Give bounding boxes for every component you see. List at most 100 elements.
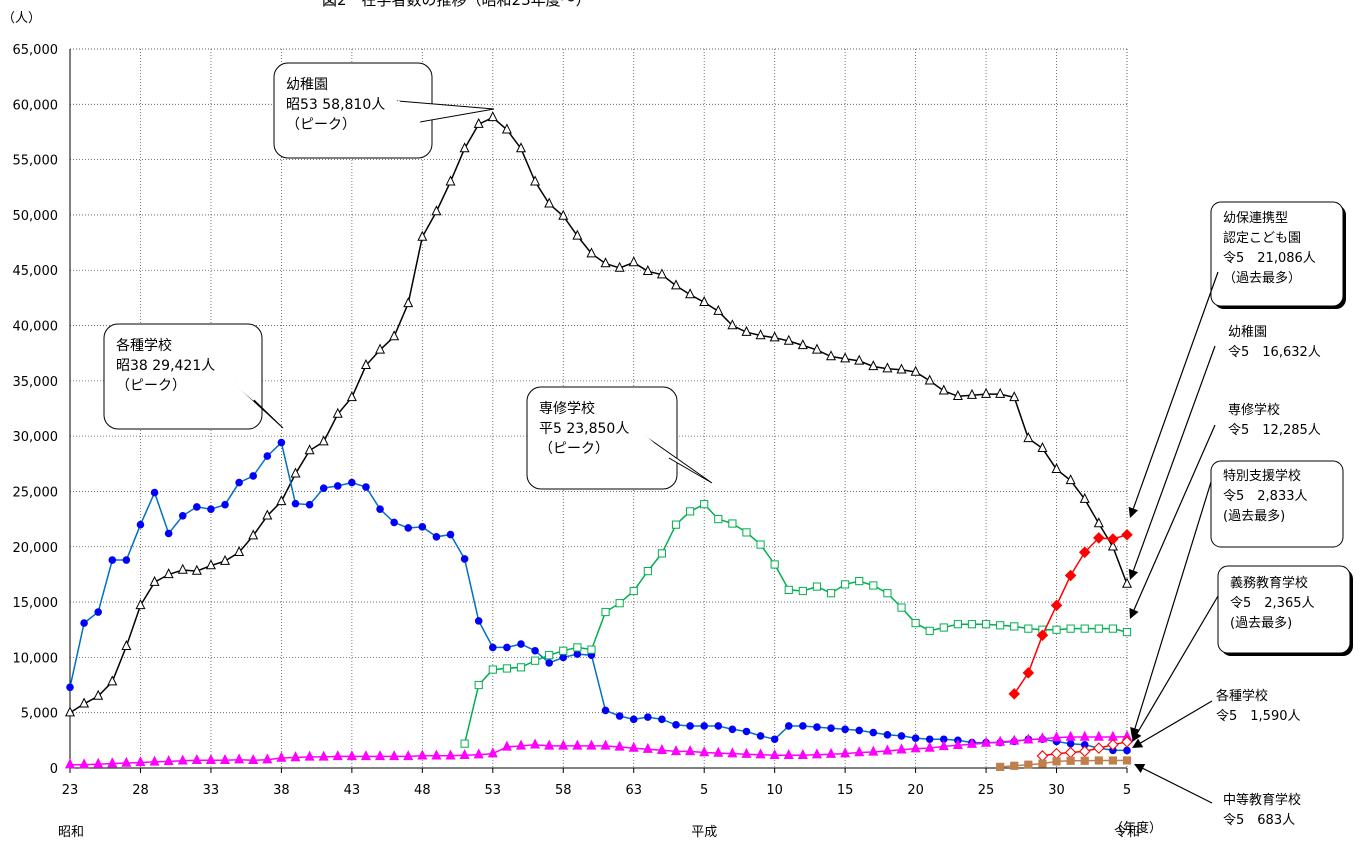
- data-point: [64, 706, 76, 717]
- data-point: [346, 750, 357, 761]
- y-tick-label: 50,000: [13, 209, 59, 224]
- data-point: [1108, 756, 1118, 765]
- data-point: [770, 735, 779, 744]
- series-義務教育学校: [1036, 736, 1133, 762]
- data-point: [938, 384, 949, 395]
- data-point: [530, 175, 541, 186]
- data-point: [221, 500, 229, 509]
- data-point: [291, 499, 300, 508]
- x-tick-label: 10: [766, 783, 783, 798]
- data-point: [488, 643, 497, 652]
- series-line: [69, 116, 1128, 714]
- data-point: [531, 646, 539, 655]
- callout-text: 昭53 58,810人: [286, 97, 385, 113]
- data-point: [191, 753, 202, 764]
- data-point: [205, 559, 216, 570]
- data-point: [755, 329, 766, 340]
- data-point: [783, 334, 794, 345]
- series-layer: [64, 111, 1133, 771]
- data-point: [459, 142, 470, 153]
- callout-text: 幼稚園: [286, 77, 328, 93]
- data-point: [1036, 629, 1049, 642]
- data-point: [1107, 730, 1118, 741]
- right-label-text: 令5 21,086人: [1223, 251, 1316, 266]
- right-label-text: 各種学校: [1216, 688, 1268, 704]
- data-point: [318, 435, 329, 446]
- y-axis-unit-label: （人）: [2, 11, 41, 26]
- data-point: [769, 748, 780, 759]
- pointer-arrow-head: [1129, 607, 1139, 619]
- data-point: [93, 689, 104, 700]
- data-point: [742, 528, 751, 537]
- data-point: [66, 683, 74, 692]
- data-point: [360, 750, 371, 761]
- right-label-text: 特別支援学校: [1223, 468, 1301, 484]
- data-point: [417, 749, 428, 760]
- data-point: [474, 680, 483, 690]
- data-point: [432, 533, 441, 541]
- data-point: [854, 746, 865, 757]
- data-point: [656, 743, 667, 755]
- data-point: [868, 745, 879, 756]
- data-point: [94, 608, 102, 616]
- data-point: [276, 495, 287, 506]
- data-point: [628, 741, 639, 752]
- right-label-text: 中等教育学校: [1223, 792, 1301, 808]
- data-point: [629, 715, 638, 724]
- data-point: [600, 257, 611, 268]
- data-point: [671, 745, 682, 756]
- data-point: [826, 350, 837, 361]
- data-point: [1122, 756, 1132, 765]
- data-point: [1038, 759, 1047, 768]
- data-point: [586, 247, 597, 258]
- era-label: 令和: [1114, 825, 1140, 840]
- data-point: [614, 261, 625, 272]
- data-point: [1023, 733, 1034, 744]
- data-point: [79, 697, 90, 708]
- data-point: [107, 675, 118, 686]
- data-point: [686, 722, 694, 730]
- x-tick-label: 5: [1123, 783, 1131, 798]
- data-point: [234, 753, 245, 764]
- data-point: [882, 362, 893, 373]
- data-point: [460, 739, 469, 748]
- data-point: [1066, 756, 1075, 765]
- grid: [70, 48, 1128, 768]
- label-box: [1210, 460, 1344, 548]
- data-point: [558, 209, 569, 220]
- data-point: [741, 325, 752, 336]
- data-point: [93, 757, 104, 768]
- right-label-text: 令5 2,365人: [1230, 596, 1315, 611]
- data-point: [1066, 739, 1075, 748]
- data-point: [910, 365, 921, 376]
- data-point: [911, 618, 920, 628]
- data-point: [614, 740, 625, 751]
- pointer-arrow-line: [1132, 271, 1219, 509]
- data-point: [346, 391, 357, 402]
- data-point: [249, 472, 258, 480]
- data-point: [108, 556, 117, 564]
- series-幼保連携型認定こども園: [1008, 528, 1133, 700]
- data-point: [375, 343, 386, 354]
- data-point: [981, 736, 992, 747]
- data-point: [741, 747, 752, 758]
- data-point: [375, 750, 386, 761]
- data-point: [700, 722, 708, 730]
- x-tick-label: 33: [203, 783, 220, 798]
- data-point: [135, 599, 146, 610]
- data-point: [783, 748, 794, 759]
- data-point: [1078, 745, 1091, 758]
- data-point: [713, 746, 724, 757]
- data-point: [869, 728, 878, 737]
- data-point: [797, 339, 808, 350]
- data-point: [685, 745, 696, 756]
- right-label-text: 令5 1,590人: [1216, 709, 1301, 724]
- right-label-text: 令5 16,632人: [1228, 345, 1321, 360]
- data-point: [572, 739, 583, 750]
- data-point: [1094, 756, 1103, 765]
- data-point: [671, 520, 681, 529]
